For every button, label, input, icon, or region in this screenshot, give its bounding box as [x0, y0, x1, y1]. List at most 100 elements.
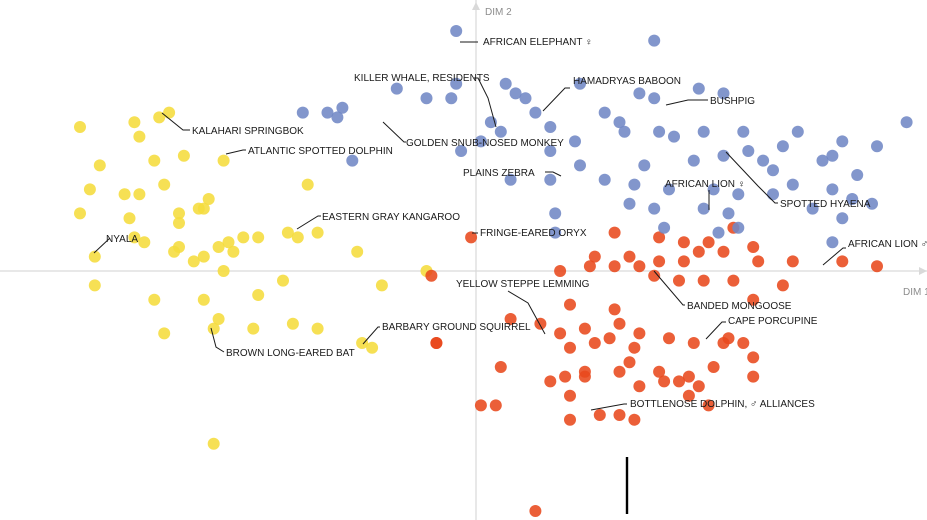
data-point [74, 207, 86, 220]
data-point [296, 106, 309, 119]
data-point [648, 34, 661, 47]
data-point [747, 241, 760, 253]
data-point [702, 236, 715, 249]
data-point [623, 356, 636, 369]
data-point [806, 202, 819, 215]
data-point [578, 322, 591, 335]
data-point [351, 245, 364, 258]
annotation-label: ATLANTIC SPOTTED DOLPHIN [248, 146, 393, 157]
data-point [668, 130, 680, 143]
data-point [321, 106, 334, 119]
data-point [197, 250, 210, 263]
data-point [173, 207, 185, 220]
data-point [663, 183, 675, 196]
annotation: AFRICAN LION ♂ [822, 239, 927, 266]
data-point [717, 245, 730, 258]
data-point [504, 313, 517, 325]
data-point [83, 183, 96, 196]
data-point [549, 226, 562, 239]
data-point [747, 370, 760, 383]
data-point [158, 178, 171, 191]
data-point [554, 265, 567, 277]
data-point [311, 322, 324, 335]
annotation: AFRICAN LION ♀ [665, 179, 745, 210]
data-point [123, 212, 136, 225]
data-point [148, 154, 161, 167]
data-point [747, 293, 760, 306]
annotation: HAMADRYAS BABOON [542, 76, 681, 112]
data-point [613, 317, 626, 330]
annotation: ATLANTIC SPOTTED DOLPHIN [225, 146, 393, 157]
data-point [128, 231, 141, 244]
annotation-label: BOTTLENOSE DOLPHIN, ♂ ALLIANCES [630, 399, 815, 410]
data-point [133, 130, 146, 143]
data-point [212, 241, 225, 253]
data-point [311, 226, 324, 239]
data-point [252, 231, 265, 244]
data-point [504, 173, 517, 186]
data-point [593, 409, 606, 421]
data-point [697, 202, 710, 215]
data-point [534, 317, 547, 330]
data-point [569, 135, 581, 148]
annotation: EASTERN GRAY KANGAROO [296, 212, 460, 230]
data-point [677, 236, 690, 249]
data-point [633, 87, 646, 100]
data-point [712, 226, 725, 239]
data-point [549, 207, 562, 220]
data-point [489, 399, 502, 412]
annotation-label: AFRICAN ELEPHANT ♀ [483, 37, 593, 48]
data-point [499, 77, 512, 90]
annotation-label: FRINGE-EARED ORYX [480, 228, 587, 239]
data-point [564, 298, 576, 311]
data-point [697, 125, 710, 138]
data-point [544, 145, 557, 157]
annotation-label: PLAINS ZEBRA [463, 168, 535, 179]
data-point [168, 245, 181, 258]
data-point [687, 154, 700, 167]
data-point [638, 159, 651, 172]
data-point [742, 145, 755, 157]
data-point [474, 135, 487, 148]
data-point [692, 82, 705, 95]
data-point [148, 293, 161, 306]
annotation: NYALA [93, 234, 138, 254]
data-point [207, 322, 220, 335]
data-point [336, 101, 349, 114]
annotations-layer: AFRICAN ELEPHANT ♀ KILLER WHALE, RESIDEN… [93, 37, 927, 411]
data-point [727, 274, 740, 287]
data-point [826, 149, 839, 162]
data-point [450, 25, 463, 37]
data-point [202, 193, 215, 205]
data-point [603, 332, 616, 345]
data-point [673, 274, 685, 287]
annotation-label: NYALA [106, 234, 138, 245]
data-point [717, 149, 730, 162]
data-point [786, 178, 799, 191]
annotation-label: YELLOW STEPPE LEMMING [456, 279, 590, 290]
annotation: BANDED MONGOOSE [653, 270, 792, 312]
data-point [529, 106, 542, 119]
data-point [346, 154, 359, 167]
data-point [628, 341, 641, 354]
data-point [752, 255, 765, 268]
data-point [836, 255, 849, 268]
data-point [574, 159, 586, 172]
data-point [623, 250, 636, 263]
data-point [465, 231, 478, 244]
data-point [846, 193, 859, 205]
data-point [588, 337, 601, 349]
data-point [88, 250, 101, 263]
data-point [430, 337, 443, 349]
data-point [564, 341, 576, 354]
data-point [494, 361, 507, 373]
data-point [653, 231, 666, 244]
data-point [757, 154, 770, 167]
data-point [197, 202, 210, 215]
data-point [227, 245, 240, 258]
data-point [866, 197, 878, 210]
data-point [366, 341, 379, 354]
data-point [445, 92, 458, 105]
